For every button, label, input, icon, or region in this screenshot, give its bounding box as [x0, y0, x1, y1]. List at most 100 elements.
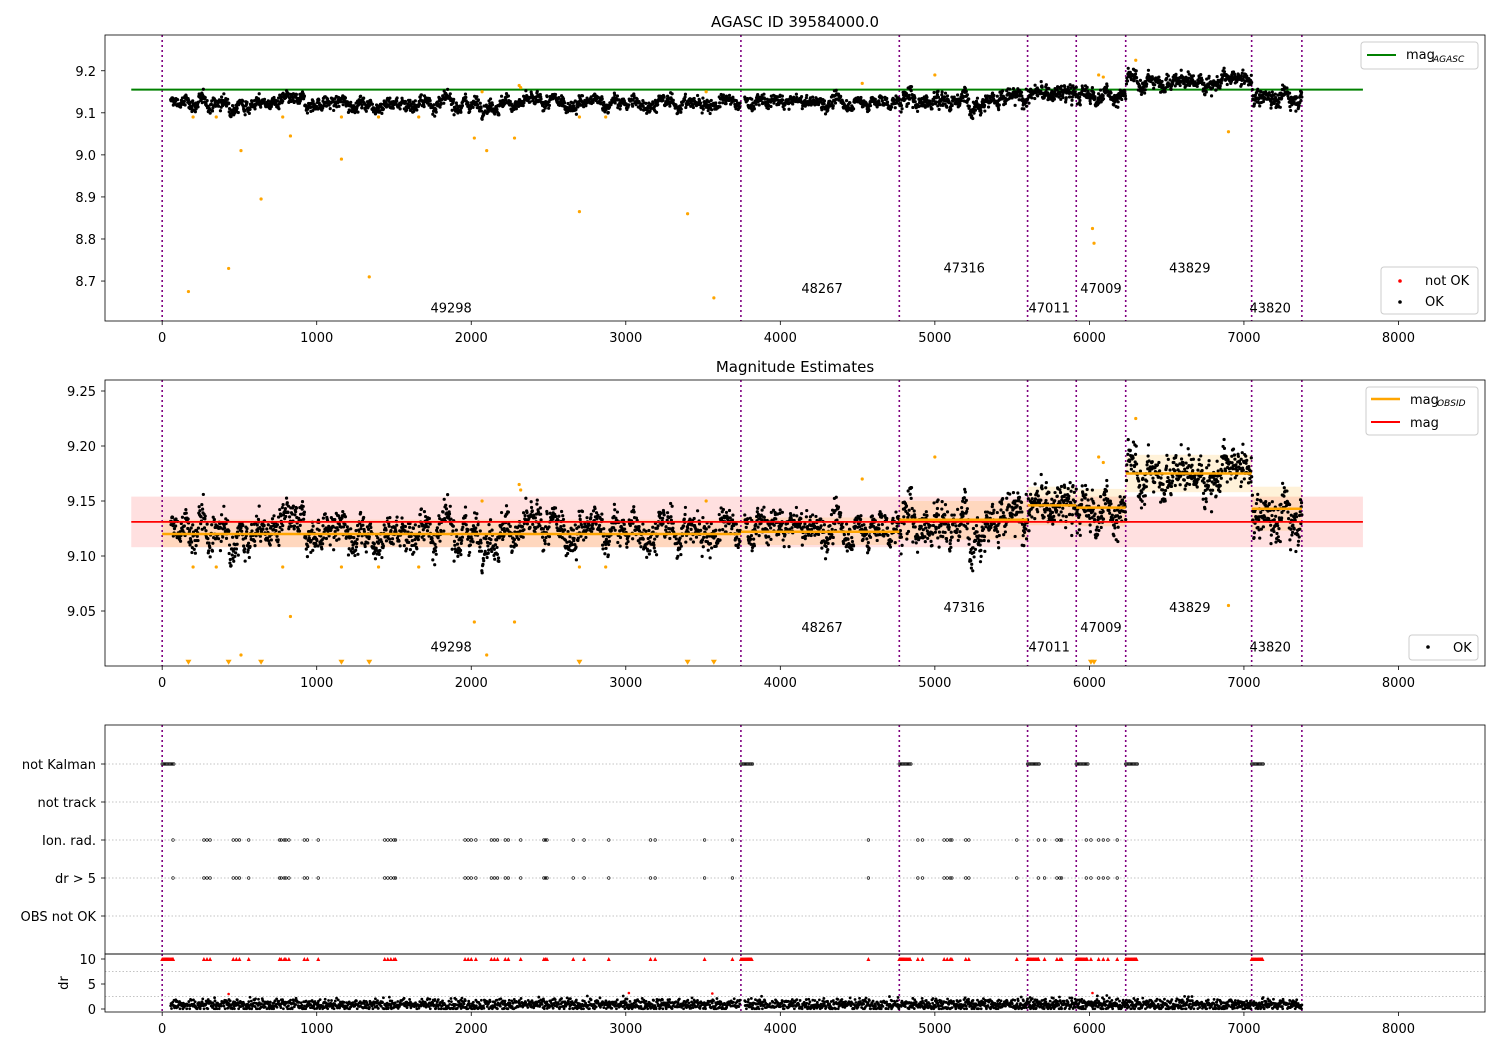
- ok-point: [1203, 93, 1207, 97]
- ok-point: [668, 104, 672, 108]
- ok-point: [750, 97, 754, 101]
- magnitude-estimates-panel: Magnitude Estimates492984826747316470114…: [67, 358, 1486, 691]
- ok-point: [302, 94, 307, 98]
- ok-point: [324, 536, 329, 541]
- ok-point: [310, 528, 314, 532]
- ok-point: [196, 526, 201, 530]
- ok-point: [463, 92, 468, 96]
- ok-point: [372, 542, 376, 546]
- ok-point: [467, 553, 471, 557]
- ok-point: [599, 101, 603, 105]
- ok-point: [426, 525, 430, 529]
- ok-point: [800, 543, 804, 547]
- ok-point: [1160, 79, 1164, 84]
- ok-point: [645, 555, 649, 559]
- ok-point: [207, 549, 211, 553]
- ok-point: [270, 517, 275, 521]
- ok-point: [379, 102, 383, 106]
- ok-point: [618, 544, 622, 548]
- ok-point: [1134, 69, 1138, 73]
- ok-point: [731, 95, 735, 99]
- ok-point: [665, 511, 670, 515]
- ok-point: [826, 547, 830, 552]
- x-tick-label: 0: [158, 331, 166, 346]
- ok-point: [794, 505, 799, 510]
- ok-point: [224, 536, 229, 540]
- ok-point: [446, 493, 450, 497]
- ok-point: [180, 96, 185, 100]
- outlier-point: [685, 212, 690, 216]
- ok-point: [438, 539, 442, 543]
- ok-point: [1274, 96, 1278, 100]
- ok-point: [521, 104, 525, 108]
- ok-point: [1116, 105, 1120, 109]
- ok-point: [1179, 68, 1183, 72]
- ok-point: [1220, 76, 1224, 80]
- ok-point: [208, 545, 212, 550]
- outlier-point: [512, 136, 517, 140]
- ok-point: [479, 106, 483, 110]
- ok-point: [1068, 95, 1072, 99]
- ok-point: [545, 512, 549, 516]
- ok-point: [795, 514, 799, 518]
- ok-point: [1061, 95, 1065, 100]
- ok-point: [880, 96, 884, 100]
- ok-point: [909, 85, 914, 89]
- ok-point: [434, 107, 438, 112]
- ok-point: [612, 502, 616, 506]
- ok-point: [574, 112, 579, 116]
- ok-point: [362, 529, 367, 534]
- ok-point: [388, 96, 392, 100]
- ok-point: [689, 527, 693, 531]
- ok-point: [1021, 97, 1025, 101]
- ok-point: [568, 535, 572, 539]
- ok-point: [359, 527, 363, 531]
- ok-point: [359, 94, 363, 98]
- ok-point: [949, 107, 953, 112]
- ok-point: [370, 102, 375, 106]
- ok-point: [281, 523, 285, 528]
- ok-point: [717, 512, 721, 517]
- ok-point: [196, 538, 200, 543]
- ok-point: [831, 106, 835, 110]
- ok-point: [208, 555, 212, 559]
- ok-point: [186, 517, 190, 521]
- ok-point: [512, 537, 517, 542]
- ok-point: [1163, 90, 1167, 94]
- ok-point: [868, 104, 873, 108]
- outlier-point: [227, 266, 231, 271]
- ok-point: [1187, 72, 1191, 76]
- ok-point: [404, 108, 409, 112]
- ok-point: [709, 98, 713, 103]
- outlier-point: [239, 149, 243, 153]
- ok-point: [699, 101, 703, 105]
- ok-point: [476, 98, 480, 102]
- ok-point: [721, 507, 726, 512]
- ok-point: [574, 545, 578, 549]
- ok-point: [485, 555, 489, 560]
- ok-point: [300, 499, 305, 504]
- ok-point: [799, 517, 803, 521]
- ok-point: [647, 528, 651, 533]
- ok-point: [903, 97, 907, 101]
- ok-point: [631, 104, 635, 108]
- ok-point: [488, 518, 493, 522]
- ok-point: [428, 98, 432, 103]
- ok-point: [589, 516, 593, 520]
- ok-point: [200, 502, 204, 507]
- ok-point: [447, 512, 452, 516]
- ok-point: [1071, 84, 1075, 88]
- ok-point: [403, 524, 408, 529]
- ok-point: [321, 524, 325, 528]
- ok-point: [412, 550, 416, 554]
- ok-point: [571, 528, 575, 532]
- ok-point: [707, 525, 711, 529]
- ok-point: [652, 543, 656, 547]
- ok-point: [240, 529, 244, 533]
- ok-point: [422, 538, 426, 542]
- ok-point: [1138, 78, 1143, 82]
- ok-point: [766, 106, 770, 111]
- y-tick-label: 9.0: [75, 149, 96, 164]
- y-tick-label: 9.2: [75, 65, 96, 80]
- ok-point: [391, 106, 395, 110]
